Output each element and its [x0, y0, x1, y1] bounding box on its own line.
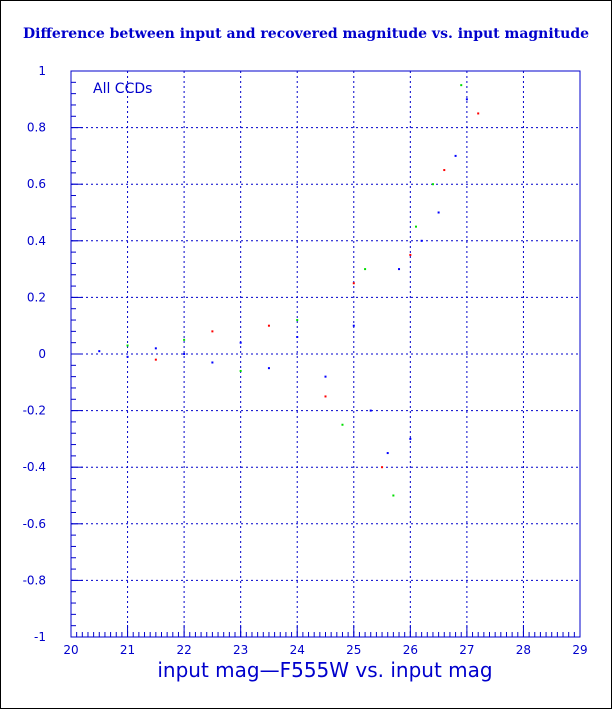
data-point	[454, 154, 457, 157]
data-point	[267, 324, 270, 327]
data-point	[364, 268, 367, 271]
data-point	[239, 341, 242, 344]
data-point	[369, 409, 372, 412]
grid	[71, 71, 580, 637]
data-point	[477, 112, 480, 115]
data-point	[460, 84, 463, 87]
x-tick-label: 26	[403, 643, 418, 657]
data-point	[324, 375, 327, 378]
x-tick-label: 23	[233, 643, 248, 657]
data-point	[409, 253, 412, 256]
y-tick-label: -0.8	[23, 573, 46, 587]
data-point	[437, 211, 440, 214]
y-tick-label: 0	[38, 347, 46, 361]
y-tick-label: -1	[34, 630, 46, 644]
data-point	[211, 330, 214, 333]
y-tick-label: -0.2	[23, 404, 46, 418]
annotation-all-ccds: All CCDs	[93, 81, 152, 97]
x-tick-label: 27	[459, 643, 474, 657]
y-tick-label: 1	[38, 64, 46, 78]
x-tick-label: 28	[516, 643, 531, 657]
data-point	[431, 183, 434, 186]
x-tick-label: 24	[290, 643, 305, 657]
x-tick-label: 22	[176, 643, 191, 657]
data-point	[465, 98, 468, 101]
data-point	[443, 169, 446, 172]
data-point	[296, 319, 299, 322]
chart-title: Difference between input and recovered m…	[22, 26, 590, 42]
data-point	[154, 358, 157, 361]
data-point	[352, 324, 355, 327]
data-point	[324, 395, 327, 398]
minor-ticks	[70, 70, 581, 638]
data-point	[352, 282, 355, 285]
data-point	[183, 338, 186, 341]
plot-area	[70, 70, 581, 638]
y-tick-labels: -1 -0.8 -0.6 -0.4 -0.2 0 0.2 0.4 0.6 0.8 1	[23, 64, 46, 644]
y-tick-label: 0.6	[27, 177, 46, 191]
data-point	[183, 353, 186, 355]
x-tick-label: 29	[572, 643, 587, 657]
y-tick-label: 0.8	[27, 121, 46, 135]
y-tick-label: -0.6	[23, 517, 46, 531]
y-tick-label: 0.4	[27, 234, 46, 248]
data-point	[392, 494, 395, 497]
data-point	[398, 268, 401, 271]
data-point	[386, 452, 389, 455]
data-point	[409, 437, 412, 440]
x-axis-title: input mag—F555W vs. input mag	[157, 658, 492, 682]
y-tick-label: 0.2	[27, 290, 46, 304]
data-point	[267, 367, 270, 370]
data-point	[239, 369, 242, 372]
data-point	[126, 344, 129, 347]
data-point	[296, 336, 299, 339]
data-point	[126, 355, 129, 358]
x-tick-label: 20	[63, 643, 78, 657]
data-point	[381, 466, 384, 469]
data-points	[98, 84, 480, 497]
data-point	[341, 423, 344, 426]
data-point	[154, 347, 157, 350]
data-point	[98, 350, 101, 353]
x-tick-labels: 20 21 22 23 24 25 26 27 28 29	[63, 643, 587, 657]
data-point	[420, 239, 423, 242]
data-point	[211, 361, 214, 364]
data-point	[414, 225, 417, 228]
x-tick-label: 25	[346, 643, 361, 657]
x-tick-label: 21	[120, 643, 135, 657]
y-tick-label: -0.4	[23, 460, 46, 474]
